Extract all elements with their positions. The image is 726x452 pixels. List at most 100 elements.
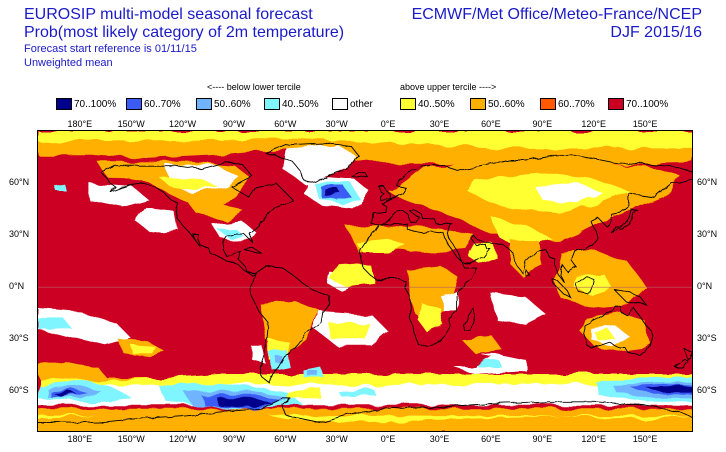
probability-region bbox=[526, 349, 629, 374]
lon-label-bottom: 90°E bbox=[532, 434, 553, 444]
legend-swatch bbox=[332, 98, 348, 110]
probability-region bbox=[327, 321, 369, 340]
probability-region bbox=[324, 190, 343, 197]
legend-item: 50..60% bbox=[470, 97, 525, 111]
legend-below-heading: <---- below lower tercile bbox=[207, 82, 301, 92]
probability-region bbox=[467, 242, 496, 263]
lat-label-left: 30°N bbox=[9, 229, 30, 240]
lon-label-top: 180°E bbox=[67, 119, 93, 129]
lon-label-top: 60°E bbox=[481, 119, 501, 129]
legend-item: 60..70% bbox=[540, 97, 595, 111]
probability-region bbox=[491, 294, 547, 326]
coastlines bbox=[38, 142, 692, 424]
probability-region bbox=[416, 304, 444, 333]
centres-block: ECMWF/Met Office/Meteo-France/NCEP DJF 2… bbox=[412, 6, 702, 42]
lat-label-right: 0°N bbox=[697, 281, 713, 292]
coastline bbox=[243, 246, 263, 253]
lon-label-bottom: 150°W bbox=[117, 434, 145, 444]
lon-label-bottom: 120°W bbox=[169, 434, 197, 444]
legend-label: 40..50% bbox=[282, 98, 319, 110]
probability-fields bbox=[38, 131, 692, 431]
coastline bbox=[359, 222, 478, 347]
lat-label-right: 30°S bbox=[697, 333, 717, 344]
probability-region bbox=[337, 387, 376, 397]
probability-region bbox=[491, 217, 552, 249]
lon-label-top: 30°W bbox=[325, 119, 348, 129]
legend-label: 50..60% bbox=[488, 98, 525, 110]
map-title: EUROSIP multi-model seasonal forecast bbox=[24, 6, 313, 23]
lat-label-left: 0°N bbox=[9, 281, 25, 292]
probability-region bbox=[97, 360, 218, 378]
probability-region bbox=[252, 346, 266, 364]
legend-label: 70..100% bbox=[74, 98, 117, 110]
probability-region bbox=[646, 386, 692, 394]
probability-region bbox=[38, 131, 692, 149]
legend-item: 40..50% bbox=[400, 97, 455, 111]
lon-label-bottom: 30°E bbox=[429, 434, 450, 444]
probability-region bbox=[276, 356, 283, 364]
lon-label-top: 150°E bbox=[632, 119, 658, 129]
coastline bbox=[611, 208, 640, 234]
coastline bbox=[583, 305, 652, 356]
legend-swatch bbox=[540, 98, 556, 110]
coastline bbox=[551, 278, 572, 299]
probability-region bbox=[440, 290, 458, 312]
legend-above-heading: above upper tercile ----> bbox=[400, 82, 497, 92]
lat-label-left: 30°S bbox=[9, 333, 29, 344]
lon-label-bottom: 90°W bbox=[222, 434, 246, 444]
probability-region bbox=[38, 318, 73, 329]
lon-label-bottom: 60°W bbox=[274, 434, 297, 444]
coastline bbox=[265, 142, 359, 184]
map-subtitle: Prob(most likely category of 2m temperat… bbox=[24, 24, 345, 41]
legend-swatch bbox=[470, 98, 486, 110]
probability-region bbox=[157, 176, 218, 190]
title-block: EUROSIP multi-model seasonal forecast Pr… bbox=[24, 6, 344, 70]
probability-region bbox=[38, 412, 692, 431]
probability-region bbox=[306, 370, 318, 376]
lon-label-bottom: 60°E bbox=[481, 434, 501, 444]
legend-label: 70..100% bbox=[626, 98, 669, 110]
probability-region bbox=[406, 266, 458, 326]
probability-region bbox=[286, 387, 321, 399]
probability-region bbox=[217, 228, 244, 239]
probability-region bbox=[594, 328, 616, 341]
probability-region bbox=[534, 183, 604, 204]
legend-label: 60..70% bbox=[144, 98, 181, 110]
lon-label-top: 0°E bbox=[380, 119, 396, 129]
probability-region bbox=[217, 398, 273, 407]
probability-region bbox=[461, 335, 503, 354]
probability-region bbox=[135, 207, 177, 232]
probability-region bbox=[389, 349, 492, 367]
coastline bbox=[683, 347, 692, 359]
legend-item: 60..70% bbox=[126, 97, 181, 111]
lat-label-right: 60°S bbox=[697, 385, 717, 396]
legend-item: other bbox=[332, 97, 373, 111]
probability-region bbox=[509, 238, 544, 277]
lon-label-bottom: 180°E bbox=[67, 434, 93, 444]
legend-item: 40..50% bbox=[264, 97, 319, 111]
lat-label-left: 60°N bbox=[9, 177, 30, 188]
coastline bbox=[525, 269, 531, 278]
weighting-text: Unweighted mean bbox=[24, 57, 113, 69]
legend-swatch bbox=[608, 98, 624, 110]
probability-region bbox=[89, 183, 150, 208]
probability-region bbox=[38, 308, 133, 347]
lon-label-bottom: 150°E bbox=[632, 434, 658, 444]
coastline bbox=[38, 397, 692, 424]
probability-region bbox=[183, 197, 244, 222]
coastline bbox=[575, 276, 594, 295]
legend-label: 40..50% bbox=[418, 98, 455, 110]
legend-swatch bbox=[400, 98, 416, 110]
probability-region bbox=[354, 238, 407, 253]
forecast-start-text: Forecast start reference is 01/11/15 bbox=[24, 43, 197, 55]
lon-label-top: 90°E bbox=[532, 119, 553, 129]
lon-label-top: 60°W bbox=[274, 119, 297, 129]
probability-region bbox=[574, 273, 612, 295]
probability-region bbox=[132, 346, 158, 354]
probability-region bbox=[53, 391, 78, 397]
legend-label: other bbox=[350, 98, 373, 110]
coastline bbox=[674, 357, 688, 368]
coastline bbox=[378, 186, 392, 201]
lon-label-bottom: 0°E bbox=[380, 434, 396, 444]
legend-swatch bbox=[56, 98, 72, 110]
